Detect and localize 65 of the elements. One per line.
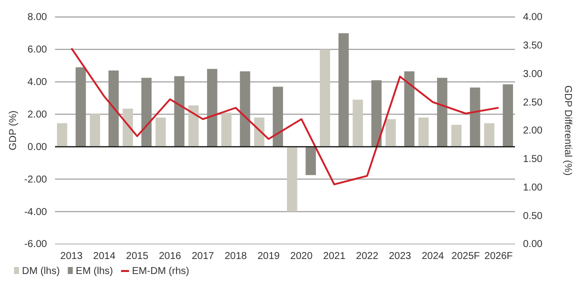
x-tick-label: 2025F [452,251,480,262]
x-tick-label: 2020 [290,251,313,262]
x-tick-label: 2022 [356,251,379,262]
bar [90,113,100,147]
y-tick-label: 2.00 [28,109,48,120]
y2-tick-label: 2.50 [523,97,543,108]
bar [451,124,462,147]
bar [437,78,448,147]
y-tick-label: 4.00 [28,77,48,88]
bar [484,123,494,147]
bar [56,123,68,147]
y2-tick-label: 3.00 [523,68,543,80]
bar [502,84,514,147]
legend-label: EM-DM (rhs) [132,266,190,277]
bar [470,88,480,147]
bar [141,78,152,147]
bar [386,119,396,147]
bar [76,67,86,147]
x-tick-label: 2014 [93,251,116,262]
line-series [70,47,500,186]
bar [352,100,363,147]
x-tick-label: 2016 [158,251,182,262]
x-tick-label: 2019 [257,251,280,262]
y2-axis-title: GDP Differential (%) [562,85,573,176]
bar [320,49,330,147]
y-tick-label: -6.00 [24,239,48,250]
bar [306,146,316,176]
y2-tick-label: 1.00 [523,182,543,194]
legend-label: EM (lhs) [76,266,114,277]
bar [188,105,199,147]
x-tick-label: 2021 [323,251,346,262]
y2-tick-label: 0.50 [523,210,543,222]
x-tick-label: 2026F [484,251,513,262]
bar [156,118,166,147]
y2-tick-label: 3.50 [523,40,543,52]
bar [207,68,218,147]
y2-tick-label: 0.00 [523,239,543,250]
y-tick-label: -2.00 [24,174,48,186]
bar [338,33,349,147]
bar [240,71,250,147]
bar [122,108,133,147]
bar [272,86,284,147]
bar [108,70,119,147]
x-tick-label: 2023 [388,251,412,262]
bar [418,118,429,147]
y-tick-label: 0.00 [28,142,48,153]
x-tick-label: 2017 [192,251,214,262]
bar [254,118,264,147]
x-tick-label: 2013 [60,251,83,262]
y-tick-label: -4.00 [24,206,48,218]
legend-label: DM (lhs) [22,266,60,277]
bar [286,146,298,212]
y-tick-label: 8.00 [28,12,48,24]
y-axis-title: GDP (%) [8,110,19,150]
y2-tick-label: 2.00 [523,126,543,137]
bar [174,76,184,147]
bar [404,71,414,147]
y2-tick-label: 1.50 [523,154,543,166]
x-tick-label: 2015 [126,251,149,262]
y-tick-label: 6.00 [28,44,48,56]
y2-tick-label: 4.00 [523,12,543,24]
bar [221,112,232,147]
x-tick-label: 2024 [422,251,444,262]
x-tick-label: 2018 [224,251,248,262]
bar [371,80,382,147]
